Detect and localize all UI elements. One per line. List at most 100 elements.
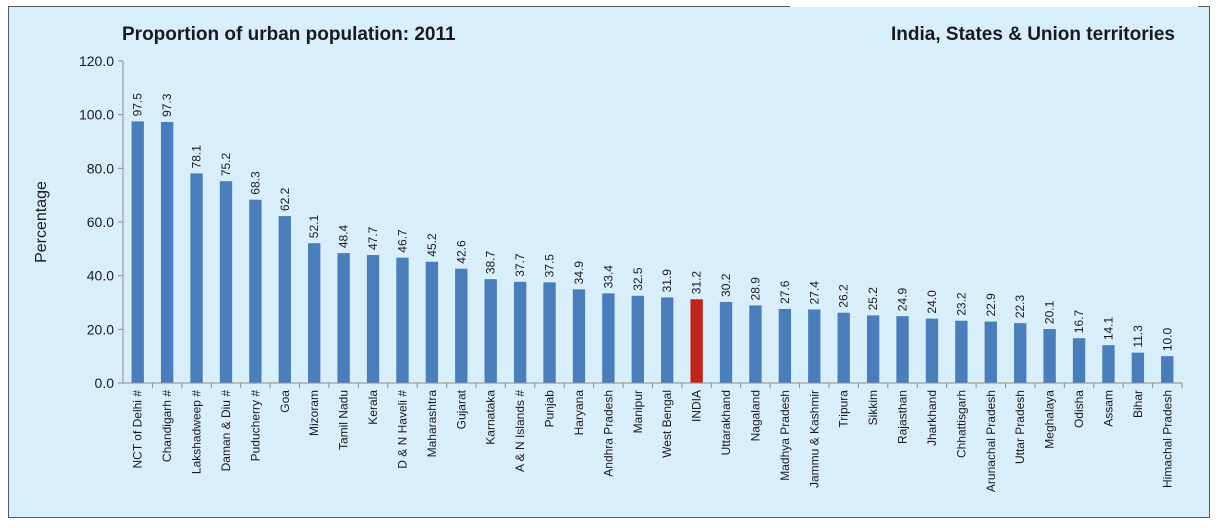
bar <box>278 216 291 383</box>
x-tick-label: Kerala <box>366 390 380 425</box>
data-label: 75.2 <box>219 153 233 177</box>
bar <box>337 253 350 383</box>
bar <box>896 316 909 383</box>
x-tick-label: Himachal Pradesh <box>1160 390 1174 488</box>
x-tick-label: Nagaland <box>748 390 762 441</box>
y-tick-label: 120.0 <box>79 53 114 69</box>
bar <box>1043 329 1056 383</box>
data-label: 16.7 <box>1072 310 1086 334</box>
x-tick-label: Uttarakhand <box>719 390 733 455</box>
bar <box>955 320 968 383</box>
data-label: 23.2 <box>954 292 968 316</box>
data-label: 30.2 <box>719 273 733 297</box>
bar <box>1161 356 1174 383</box>
panel-top-rule <box>790 6 1198 7</box>
bar <box>425 261 439 383</box>
x-tick-label: INDIA <box>690 390 704 422</box>
x-tick-label: Arunachal Pradesh <box>984 390 998 492</box>
data-label: 24.9 <box>896 288 910 312</box>
bar <box>455 268 468 383</box>
data-label: 26.2 <box>837 284 851 308</box>
y-tick-label: 40.0 <box>87 268 114 284</box>
data-label: 37.5 <box>543 254 557 278</box>
x-tick-label: Chhattisgarh <box>954 390 968 458</box>
bars <box>131 121 1174 383</box>
x-tick-label: Madhya Pradesh <box>778 390 792 481</box>
data-label: 28.9 <box>748 277 762 301</box>
x-tick-label: Sikkim <box>866 390 880 425</box>
bar <box>778 308 792 383</box>
x-tick-label: Manipur <box>631 390 645 433</box>
bar <box>543 282 556 383</box>
data-label: 45.2 <box>425 233 439 257</box>
y-tick-label: 80.0 <box>87 160 114 176</box>
bar <box>749 305 762 383</box>
bar <box>837 312 850 383</box>
data-label: 97.5 <box>131 93 145 117</box>
bar <box>366 255 380 383</box>
bar <box>925 318 939 383</box>
bar <box>513 281 527 383</box>
bar <box>719 301 733 383</box>
x-tick-label: Chandigarh # <box>160 390 174 462</box>
bar <box>808 309 821 383</box>
data-label: 22.9 <box>984 293 998 317</box>
bar <box>866 315 880 383</box>
data-label: 10.0 <box>1160 327 1174 351</box>
chart-subtitle: India, States & Union territories <box>891 24 1175 45</box>
x-tick-label: Mizoram <box>307 390 321 436</box>
x-tick-label: Tripura <box>837 390 851 428</box>
data-labels: 97.5 97.3 78.1 75.2 68.3 62.2 52.1 48.4 47.7 46.7… <box>131 93 1175 351</box>
y-axis: 0.0 20.0 40.0 60.0 80.0 100.0 120.0 <box>79 53 124 391</box>
x-tick-label: Bihar <box>1131 390 1145 418</box>
bar <box>219 181 233 383</box>
bar <box>1102 345 1115 383</box>
data-label: 37.7 <box>513 253 527 277</box>
y-axis-title: Percentage <box>33 181 50 263</box>
x-tick-label: Rajasthan <box>896 390 910 444</box>
x-tick-label: Uttar Pradesh <box>1013 390 1027 464</box>
bar <box>984 321 997 383</box>
x-tick-label: Lakshadweep # <box>190 390 204 474</box>
y-tick-label: 100.0 <box>79 107 114 123</box>
chart-panel <box>8 6 1210 518</box>
x-axis: NCT of Delhi # Chandigarh # Lakshadweep # D… <box>123 382 1183 492</box>
bar <box>631 295 644 383</box>
x-tick-label: Punjab <box>543 390 557 428</box>
x-tick-label: Odisha <box>1072 390 1086 428</box>
bar <box>1072 338 1086 383</box>
y-tick-label: 0.0 <box>95 375 115 391</box>
data-label: 48.4 <box>337 224 351 248</box>
bar <box>308 243 321 383</box>
x-tick-label: Andhra Pradesh <box>601 390 615 477</box>
data-label: 78.1 <box>190 145 204 169</box>
data-label: 24.0 <box>925 290 939 314</box>
x-tick-label: Jammu & Kashmir <box>807 390 821 488</box>
data-label: 34.9 <box>572 261 586 285</box>
x-tick-label: NCT of Delhi # <box>131 390 145 469</box>
x-tick-label: Maharashtra <box>425 390 439 458</box>
bar <box>1131 352 1145 383</box>
data-label: 38.7 <box>484 250 498 274</box>
x-tick-label: Goa <box>278 390 292 413</box>
data-label: 27.6 <box>778 280 792 304</box>
bar <box>190 173 203 383</box>
x-tick-label: Daman & Diu # <box>219 390 233 472</box>
bar-highlight <box>690 299 703 383</box>
data-label: 68.3 <box>248 171 262 195</box>
data-label: 62.2 <box>278 187 292 211</box>
x-tick-label: Meghalaya <box>1043 390 1057 449</box>
data-label: 25.2 <box>866 287 880 311</box>
y-tick-label: 60.0 <box>87 214 114 230</box>
data-label: 97.3 <box>160 93 174 117</box>
bar <box>131 121 144 383</box>
x-tick-label: A & N Islands # <box>513 390 527 472</box>
y-tick-label: 20.0 <box>87 321 114 337</box>
data-label: 46.7 <box>395 229 409 253</box>
bar <box>1014 323 1027 383</box>
x-tick-label: Karnataka <box>484 390 498 445</box>
bar <box>249 199 262 383</box>
bar <box>602 293 615 383</box>
bar <box>572 289 586 383</box>
